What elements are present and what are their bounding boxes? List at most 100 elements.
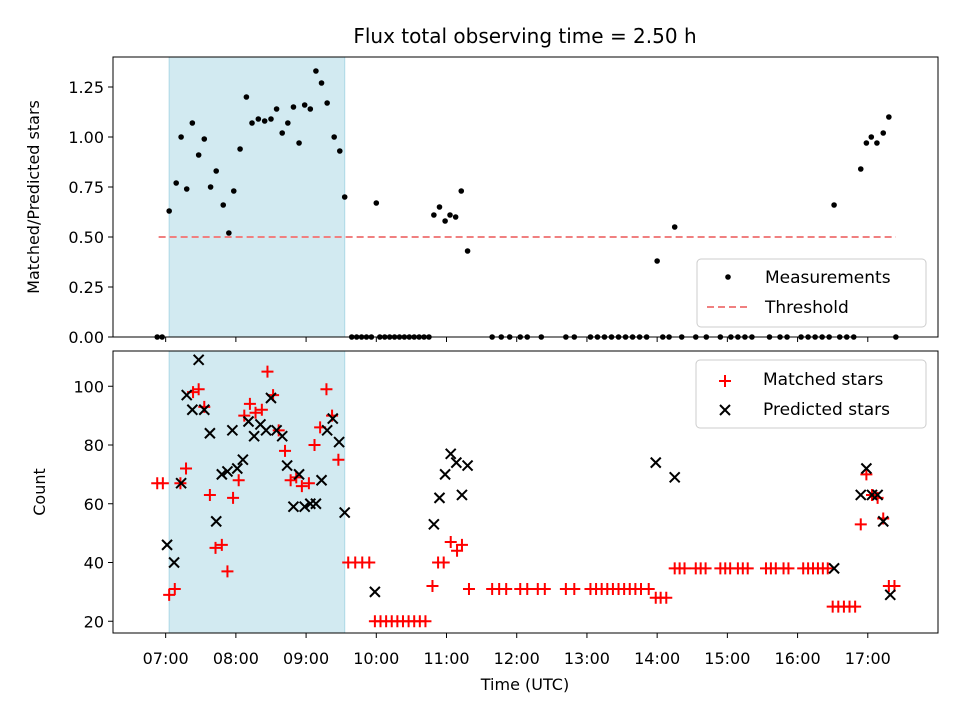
predicted-stars-point [248, 430, 260, 442]
matched-stars-point [320, 383, 333, 396]
measurements-point [447, 212, 453, 218]
measurements-point [863, 140, 870, 146]
predicted-stars-point [175, 477, 187, 489]
matched-stars-point [678, 562, 691, 575]
measurements-point [230, 188, 237, 194]
predicted-stars-point [450, 456, 463, 469]
ratio-legend-box [696, 258, 927, 328]
y-tick-label: 0.75 [68, 178, 104, 197]
matched-stars-point [238, 409, 251, 422]
matched-stars-point [699, 562, 712, 575]
x-tick-label: 08:00 [213, 649, 259, 668]
predicted-stars-point [287, 500, 300, 513]
predicted-stars-point [216, 468, 228, 481]
measurements-point [285, 120, 291, 126]
counts-legend: Matched stars Predicted stars [695, 359, 927, 429]
measurements-point [336, 148, 343, 154]
predicted-stars-point [333, 436, 345, 448]
observing-window-shade [168, 56, 346, 338]
measurements-point [255, 116, 262, 122]
predicted-stars-point [860, 462, 873, 475]
legend-measurements-marker [725, 274, 731, 280]
predicted-stars-point [668, 471, 681, 484]
predicted-stars-point [439, 468, 451, 481]
y-tick-label: 20 [84, 612, 104, 631]
matched-stars-point [249, 406, 262, 419]
measurements-point [318, 80, 325, 86]
matched-stars-point [849, 600, 862, 613]
matched-stars-point [163, 588, 176, 601]
measurements-point [261, 118, 268, 124]
x-tick-label: 17:00 [845, 649, 891, 668]
measurements-point [268, 116, 274, 122]
counts-legend-box [695, 359, 927, 429]
measurements-point [296, 140, 302, 146]
matched-stars-point [221, 565, 234, 578]
predicted-stars-point [369, 586, 381, 598]
matched-stars-point [444, 535, 457, 548]
predicted-stars-point [877, 515, 889, 528]
x-tick-label: 15:00 [704, 649, 750, 668]
measurements-point [671, 224, 678, 230]
measurements-point [654, 258, 660, 264]
matched-stars-point [203, 488, 216, 501]
matched-stars-point [279, 444, 292, 457]
observing-window-shade [168, 350, 346, 634]
measurements-point [166, 208, 172, 214]
predicted-stars-point [192, 354, 205, 366]
predicted-stars-point [338, 506, 351, 519]
matched-stars-point [156, 477, 169, 490]
y-tick-label: 40 [84, 554, 104, 573]
matched-stars-point [272, 424, 285, 437]
measurements-point [226, 230, 232, 236]
matched-stars-point [500, 582, 513, 595]
predicted-stars-point [186, 404, 199, 416]
matched-stars-point [255, 403, 268, 416]
matched-stars-point [860, 468, 873, 481]
measurements-point [213, 168, 220, 174]
matched-stars-point [209, 541, 222, 554]
x-axis-label: Time (UTC) [480, 675, 569, 694]
counts-panel-frame [112, 350, 939, 634]
legend-measurements-label: Measurements [765, 268, 891, 288]
measurements-point [458, 188, 465, 194]
measurements-point [307, 106, 314, 112]
counts-y-axis-label: Count [30, 468, 49, 516]
predicted-stars-point [884, 589, 896, 601]
measurements-point [831, 202, 837, 208]
measurements-point [243, 94, 250, 100]
matched-stars-point [521, 582, 534, 595]
predicted-stars-point [237, 453, 249, 466]
matched-stars-point [192, 383, 205, 396]
predicted-stars-point [293, 468, 305, 481]
matched-stars-point [419, 615, 432, 628]
x-tick-label: 13:00 [564, 649, 610, 668]
measurements-point [874, 140, 880, 146]
matched-stars-point [308, 439, 321, 451]
predicted-stars-point [210, 515, 222, 528]
measurements-point [324, 100, 330, 106]
predicted-stars-point [242, 415, 255, 428]
measurements-point [195, 152, 202, 158]
x-tick-label: 11:00 [423, 649, 469, 668]
ratio-legend: Measurements Threshold [696, 258, 927, 328]
predicted-stars-point [855, 489, 867, 501]
measurements-point [442, 218, 448, 224]
y-tick-label: 1.00 [68, 128, 104, 147]
measurements-point [273, 106, 280, 112]
measurements-point [431, 212, 437, 218]
y-tick-label: 0.25 [68, 278, 104, 297]
legend-predicted-marker [719, 404, 731, 416]
y-tick-label: 1.25 [68, 78, 104, 97]
measurements-point [880, 130, 887, 136]
ratio-panel-frame [112, 56, 939, 338]
predicted-stars-point [327, 412, 339, 425]
predicted-stars-point [181, 389, 193, 401]
x-tick-label: 09:00 [283, 649, 329, 668]
matched-stars-point [232, 474, 245, 487]
measurements-point [220, 202, 227, 208]
predicted-stars-point [204, 427, 216, 439]
matched-stars-point [295, 480, 308, 493]
measurements-point [373, 200, 380, 206]
matched-stars-point [168, 582, 181, 595]
